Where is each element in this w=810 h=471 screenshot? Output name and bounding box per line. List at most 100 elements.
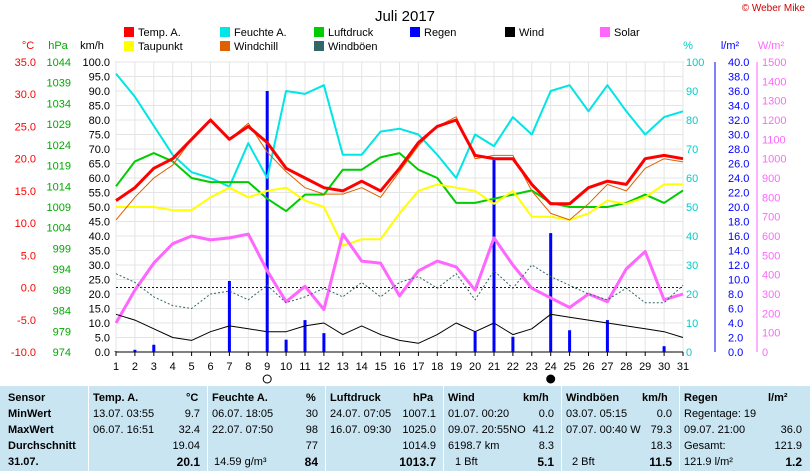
legend-label: Windböen bbox=[328, 41, 378, 53]
series-line-taupunkt bbox=[116, 183, 683, 247]
gust-min-value: 0.0 bbox=[656, 408, 672, 420]
legend-label: Wind bbox=[519, 27, 544, 39]
x-tick-label: 31 bbox=[677, 361, 689, 373]
pressure-header: Luftdruck bbox=[330, 392, 381, 404]
wind-max-value: 41.2 bbox=[532, 424, 554, 436]
gust-unit: km/h bbox=[642, 392, 668, 404]
series-line-luftdruck bbox=[115, 152, 684, 213]
hpa-tick-label: 984 bbox=[53, 306, 71, 318]
kmh-tick-label: 5.0 bbox=[95, 333, 110, 345]
solar-tick-label: 1200 bbox=[762, 115, 786, 127]
x-tick-label: 20 bbox=[469, 361, 481, 373]
kmh-tick-label: 100.0 bbox=[82, 57, 110, 69]
humidity-current: 84 bbox=[304, 455, 318, 469]
rain-bar bbox=[303, 320, 307, 352]
wind-min-value: 0.0 bbox=[538, 408, 554, 420]
rain-bar bbox=[114, 351, 118, 352]
rain-total: 121.9 bbox=[774, 440, 802, 452]
weather-chart: Juli 2017 © Weber Mike Temp. A. Taupunkt Feu… bbox=[11, 3, 806, 384]
kmh-tick-label: 45.0 bbox=[89, 217, 110, 229]
rain-bar bbox=[568, 330, 572, 352]
x-tick-label: 26 bbox=[582, 361, 594, 373]
legend-label: Solar bbox=[614, 27, 640, 39]
hpa-tick-label: 1034 bbox=[47, 98, 71, 110]
hpa-tick-label: 1004 bbox=[47, 223, 71, 235]
rain-tick-label: 10.0 bbox=[728, 275, 749, 287]
x-tick-label: 9 bbox=[264, 361, 270, 373]
rain-bar bbox=[265, 91, 269, 352]
series-line-windb-en bbox=[115, 264, 684, 309]
wind-header: Wind bbox=[448, 392, 475, 404]
rain-tick-label: 12.0 bbox=[728, 260, 749, 272]
legend-swatch bbox=[314, 41, 324, 51]
hpa-tick-label: 1044 bbox=[47, 57, 71, 69]
wind-min-time: 01.07. 00:20 bbox=[448, 408, 510, 420]
rain-days: Regentage: 19 bbox=[684, 408, 757, 420]
temp-max-value: 32.4 bbox=[178, 424, 200, 436]
x-tick-label: 16 bbox=[393, 361, 405, 373]
kmh-tick-label: 65.0 bbox=[89, 159, 110, 171]
sensor-header: Sensor bbox=[8, 392, 46, 404]
legend-label: Regen bbox=[424, 27, 456, 39]
rain-tick-label: 26.0 bbox=[728, 159, 749, 171]
hpa-tick-label: 1009 bbox=[47, 202, 71, 214]
x-tick-label: 14 bbox=[356, 361, 368, 373]
legend-swatch bbox=[314, 27, 324, 37]
pressure-current: 1013.7 bbox=[399, 455, 436, 469]
legend-swatch bbox=[410, 27, 420, 37]
kmh-tick-label: 50.0 bbox=[89, 202, 110, 214]
legend-swatch bbox=[220, 27, 230, 37]
solar-tick-label: 800 bbox=[762, 192, 780, 204]
humidity-absolute: 14.59 g/m³ bbox=[214, 456, 267, 468]
pct-tick-label: 40 bbox=[686, 231, 698, 243]
temp-tick-label: 30.0 bbox=[15, 89, 36, 101]
rain-tick-label: 20.0 bbox=[728, 202, 749, 214]
temp-unit: °C bbox=[186, 392, 199, 404]
temp-tick-label: 0.0 bbox=[21, 283, 36, 295]
kmh-tick-label: 20.0 bbox=[89, 289, 110, 301]
legend-label: Feuchte A. bbox=[234, 27, 287, 39]
pct-tick-label: 90 bbox=[686, 86, 698, 98]
pct-tick-label: 100 bbox=[686, 57, 704, 69]
wind-beaufort: 1 Bft bbox=[455, 456, 478, 468]
hpa-tick-label: 1014 bbox=[47, 181, 71, 193]
solar-tick-label: 500 bbox=[762, 250, 780, 262]
rain-tick-label: 38.0 bbox=[728, 72, 749, 84]
temp-min-time: 13.07. 03:55 bbox=[93, 408, 155, 420]
pct-tick-label: 0 bbox=[686, 347, 692, 359]
hpa-tick-label: 1039 bbox=[47, 78, 71, 90]
rain-tick-label: 0.0 bbox=[728, 347, 743, 359]
rain-max-time: 09.07. 21:00 bbox=[684, 424, 746, 436]
legend-swatch bbox=[220, 41, 230, 51]
humidity-header: Feuchte A. bbox=[212, 392, 268, 404]
rain-tick-label: 18.0 bbox=[728, 217, 749, 229]
kmh-tick-label: 55.0 bbox=[89, 188, 110, 200]
rain-bar bbox=[605, 320, 609, 352]
humidity-average: 77 bbox=[305, 440, 318, 452]
x-tick-label: 17 bbox=[412, 361, 424, 373]
wind-unit: km/h bbox=[523, 392, 549, 404]
kmh-tick-label: 95.0 bbox=[89, 72, 110, 84]
solar-tick-label: 1300 bbox=[762, 96, 786, 108]
gust-average: 18.3 bbox=[650, 440, 672, 452]
gust-min-time: 03.07. 05:15 bbox=[566, 408, 628, 420]
series-line-feuchte-a- bbox=[115, 72, 684, 188]
kmh-tick-label: 0.0 bbox=[95, 347, 110, 359]
rain-tick-label: 36.0 bbox=[728, 86, 749, 98]
pct-tick-label: 50 bbox=[686, 202, 698, 214]
rain-sum: 121.9 l/m² bbox=[684, 456, 733, 468]
pressure-min-value: 1007.1 bbox=[402, 408, 436, 420]
solar-tick-label: 200 bbox=[762, 308, 780, 320]
statistics-panel: Sensor MinWert MaxWert Durchschnitt 31.0… bbox=[0, 386, 810, 471]
solar-tick-label: 700 bbox=[762, 212, 780, 224]
kmh-tick-label: 35.0 bbox=[89, 246, 110, 258]
kmh-tick-label: 70.0 bbox=[89, 144, 110, 156]
solar-tick-label: 1400 bbox=[762, 76, 786, 88]
series-line-solar bbox=[114, 232, 684, 324]
x-tick-label: 12 bbox=[318, 361, 330, 373]
legend-label: Luftdruck bbox=[328, 27, 374, 39]
rain-tick-label: 2.0 bbox=[728, 333, 743, 345]
hpa-tick-label: 999 bbox=[53, 243, 71, 255]
solar-tick-label: 1100 bbox=[762, 134, 786, 146]
copyright: © Weber Mike bbox=[742, 3, 806, 14]
